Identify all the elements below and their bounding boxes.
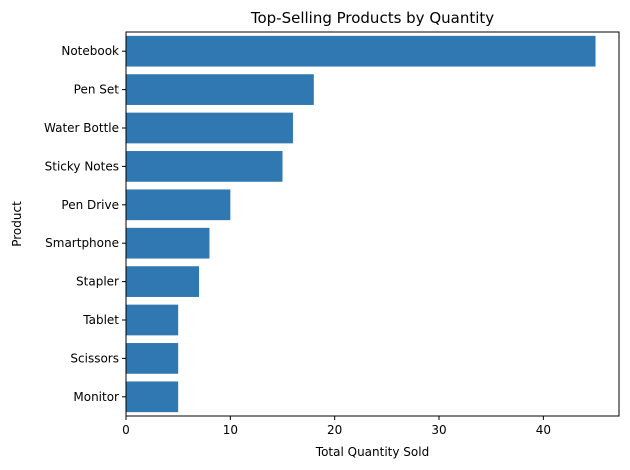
- bar-tablet: [126, 304, 179, 336]
- x-axis-label: Total Quantity Sold: [315, 445, 429, 459]
- y-tick-label: Notebook: [61, 44, 119, 58]
- x-tick-label: 40: [536, 423, 551, 437]
- bar-pen-set: [126, 74, 314, 105]
- y-tick-label: Scissors: [70, 351, 119, 365]
- y-tick-label: Tablet: [82, 313, 119, 327]
- y-tick-label: Pen Drive: [61, 198, 119, 212]
- chart-title: Top-Selling Products by Quantity: [250, 9, 494, 27]
- x-tick-label: 30: [431, 423, 446, 437]
- y-tick-label: Sticky Notes: [45, 159, 119, 173]
- y-tick-label: Monitor: [73, 390, 119, 404]
- y-tick-label: Smartphone: [45, 236, 119, 250]
- x-tick-label: 0: [122, 423, 130, 437]
- x-axis-ticks: 0 10 20 30 40: [122, 416, 551, 437]
- bars-group: [126, 35, 596, 413]
- bar-scissors: [126, 343, 179, 374]
- y-tick-label: Stapler: [76, 275, 119, 289]
- bar-stapler: [126, 266, 200, 297]
- plot-frame: [125, 31, 620, 417]
- y-tick-label: Water Bottle: [44, 121, 119, 135]
- x-tick-label: 20: [327, 423, 342, 437]
- bar-monitor: [126, 381, 179, 413]
- x-tick-label: 10: [223, 423, 238, 437]
- bar-smartphone: [126, 227, 210, 259]
- bar-pen-drive: [126, 189, 231, 221]
- y-axis-label: Product: [10, 201, 24, 247]
- bar-water-bottle: [126, 112, 293, 144]
- bar-notebook: [126, 35, 596, 67]
- bar-sticky-notes: [126, 151, 283, 182]
- axes-spines: [125, 31, 620, 417]
- y-tick-label: Pen Set: [74, 83, 120, 97]
- y-axis-ticks: Notebook Pen Set Water Bottle Sticky Notes P…: [44, 44, 126, 404]
